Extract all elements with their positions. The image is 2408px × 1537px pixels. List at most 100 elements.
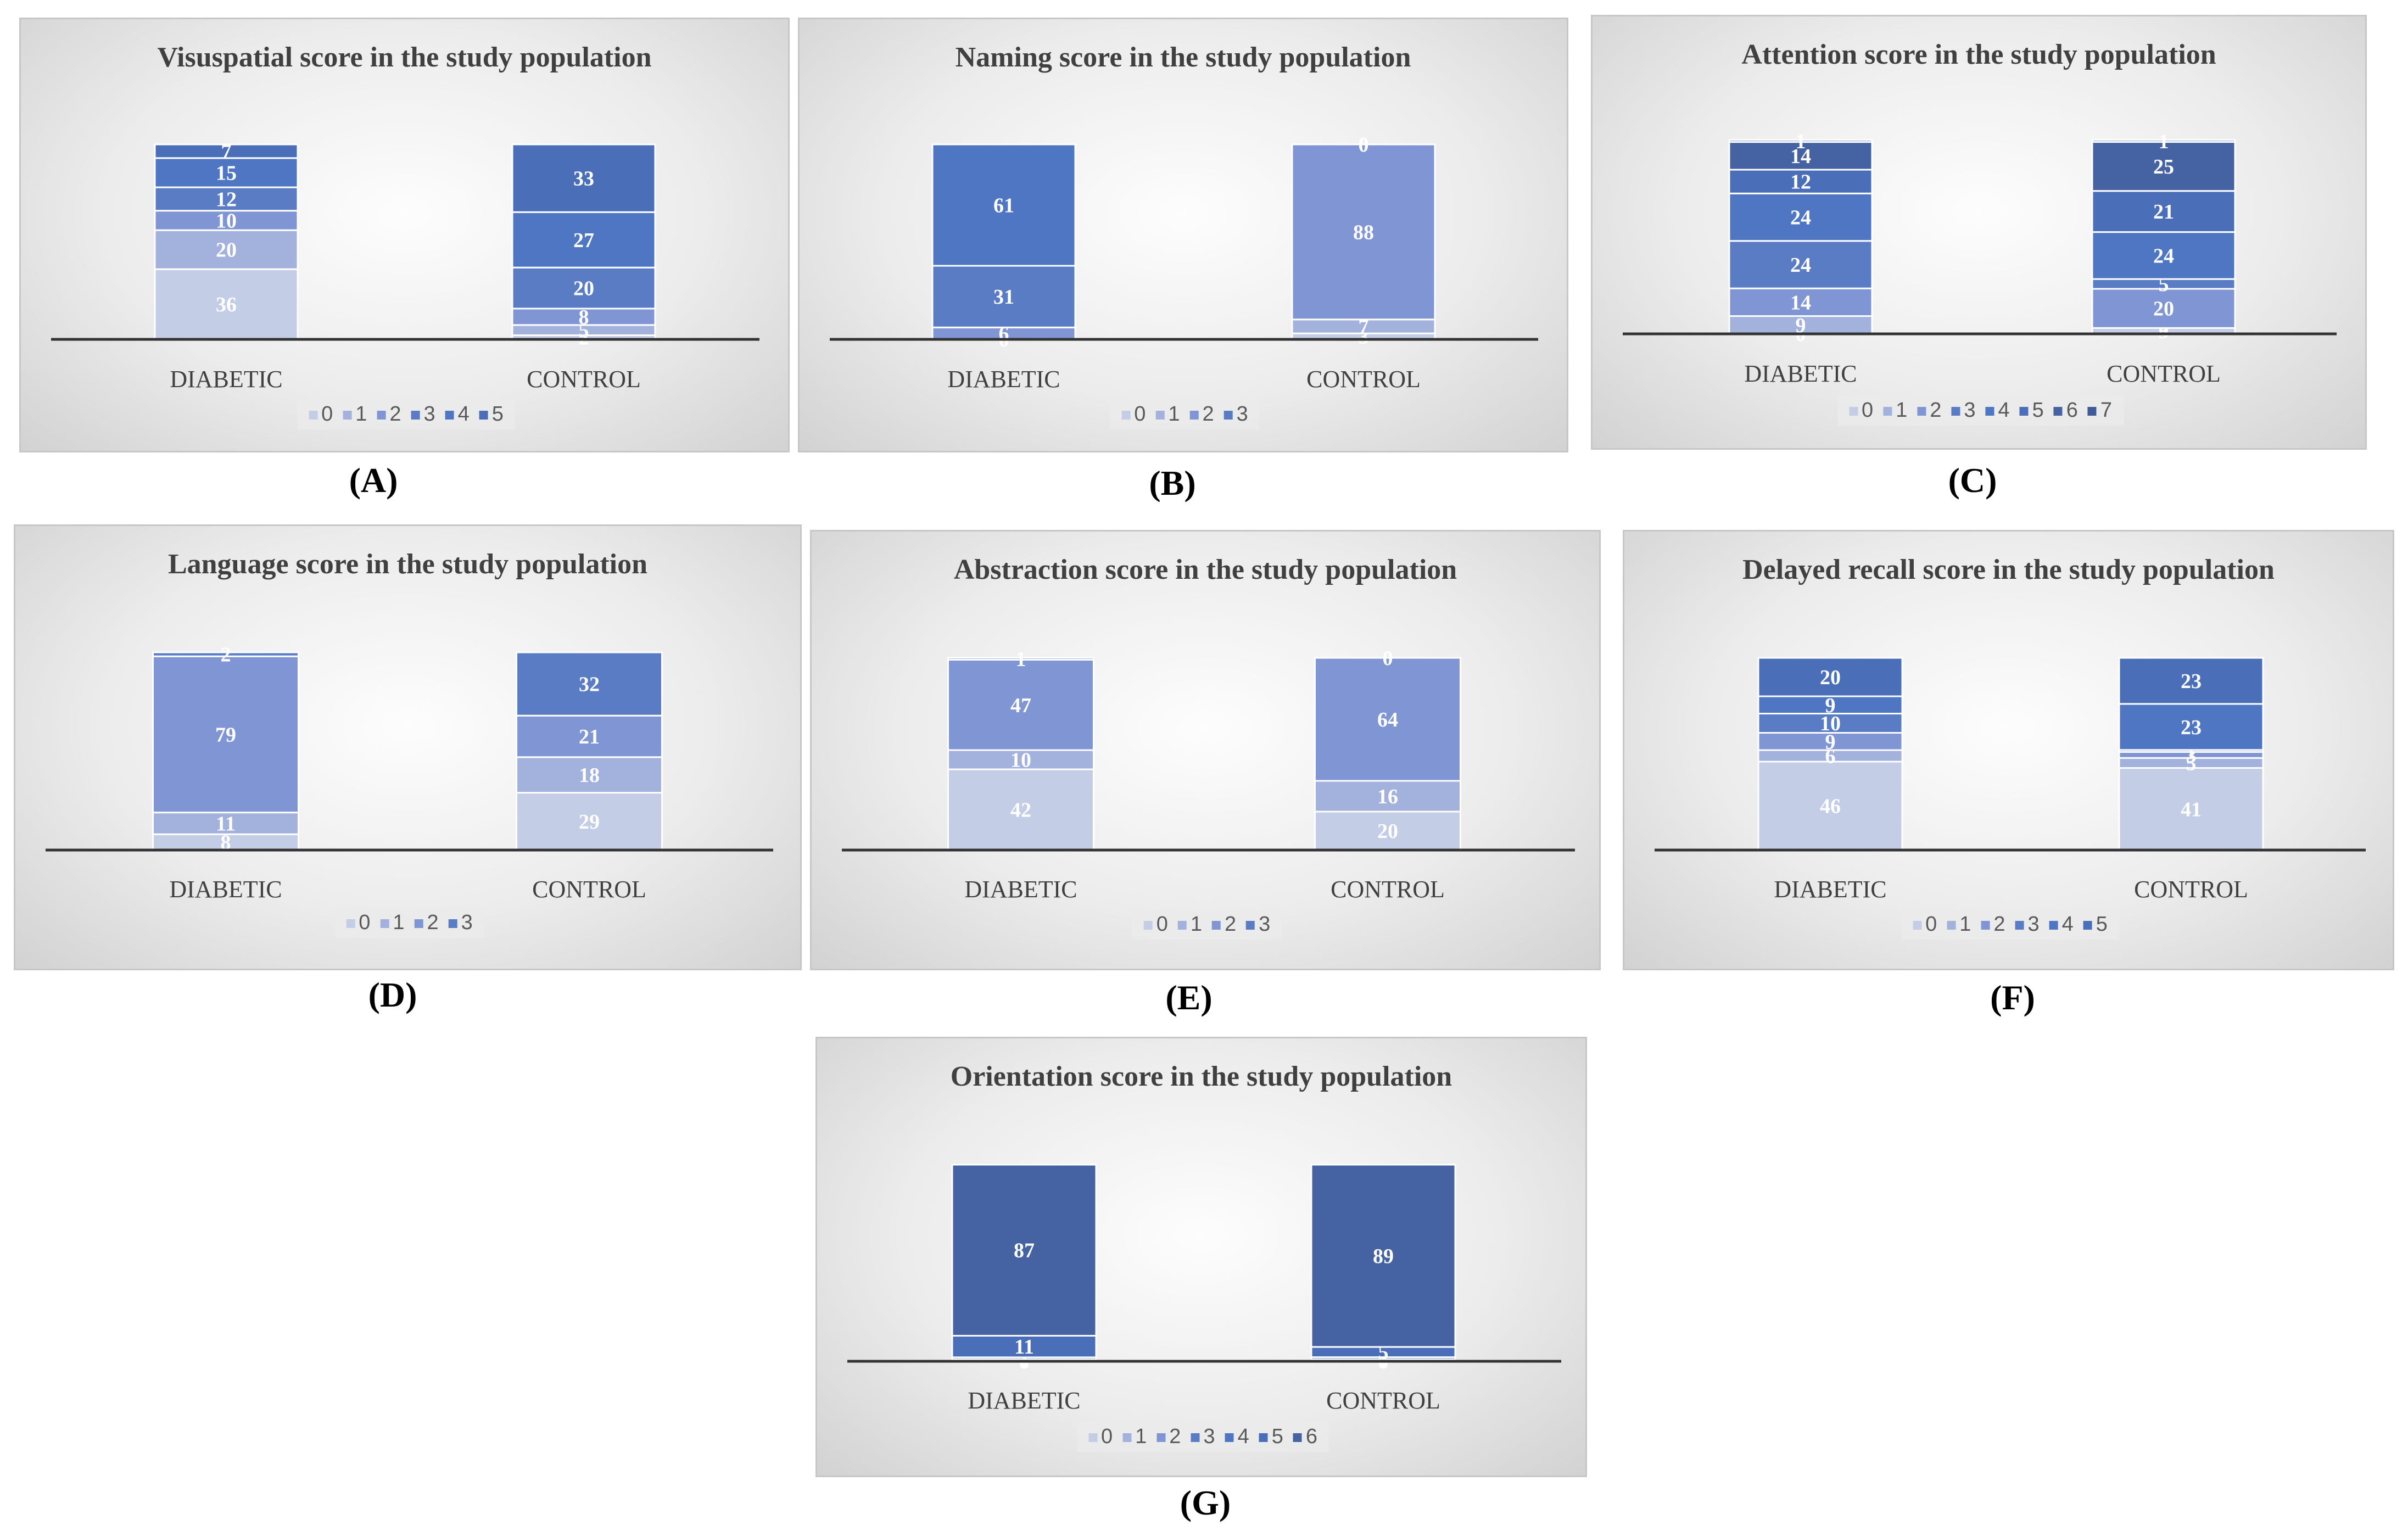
chart-panel-language: Language score in the study population 8… [14, 524, 802, 970]
data-label: 21 [579, 725, 600, 748]
data-label: 12 [216, 188, 237, 211]
data-label: 16 [1377, 785, 1398, 808]
legend-item: 1 [1947, 913, 1971, 936]
legend-label: 1 [393, 911, 405, 934]
legend-label: 3 [423, 403, 435, 426]
data-label: 0 [1359, 133, 1369, 157]
bar-segment [516, 651, 663, 717]
chart-plot: 42 10 47 1 20 16 64 0 [842, 647, 1575, 852]
data-label: 20 [1377, 820, 1398, 843]
legend-item: 5 [2019, 399, 2044, 422]
bar-segment [1314, 657, 1461, 782]
legend-label: 2 [1930, 399, 1942, 422]
legend-swatch [1981, 920, 1990, 930]
legend-item: 4 [1985, 399, 2010, 422]
legend-item: 1 [1177, 913, 1202, 936]
data-label: 9 [1825, 730, 1836, 753]
bar-segment [152, 812, 299, 835]
bar-segment [511, 143, 656, 213]
legend-label: 5 [2032, 399, 2044, 422]
legend-label: 0 [321, 403, 333, 426]
legend-item: 3 [448, 911, 473, 935]
bar-segment [152, 833, 299, 851]
bar-segment [1310, 1164, 1456, 1348]
chart-title: Abstraction score in the study populatio… [953, 554, 1457, 585]
legend-item: 3 [1191, 1425, 1215, 1449]
legend-label: 6 [2066, 399, 2078, 422]
data-label: 79 [215, 723, 236, 746]
data-label: 64 [1377, 708, 1398, 731]
legend-swatch [1156, 1433, 1166, 1442]
legend-item: 0 [1121, 403, 1146, 426]
panel-label-d: (D) [368, 975, 417, 1014]
legend-swatch [1122, 1433, 1132, 1442]
data-label: 24 [1790, 206, 1811, 229]
legend-label: 4 [1237, 1425, 1249, 1448]
legend-swatch [1155, 410, 1165, 420]
legend-label: 6 [1305, 1425, 1317, 1448]
bar-segment [516, 756, 663, 794]
legend-label: 3 [1964, 399, 1976, 422]
chart-title: Language score in the study population [167, 549, 648, 580]
data-label: 0 [1359, 133, 1369, 157]
legend-item: 4 [1225, 1425, 1249, 1449]
legend-swatch [414, 919, 423, 928]
bar-segment [154, 268, 299, 340]
data-label: 8 [221, 831, 231, 854]
legend-label: 5 [1271, 1425, 1283, 1448]
chart-title: Naming score in the study population [955, 42, 1411, 73]
bar-segment [2091, 190, 2236, 233]
bar-segment [154, 210, 299, 231]
data-label: 31 [993, 286, 1014, 309]
legend-item: 0 [1913, 913, 1937, 936]
data-label: 36 [216, 293, 237, 316]
legend-swatch [2087, 406, 2097, 416]
bar-segment [1757, 732, 1903, 751]
legend-item: 5 [479, 403, 504, 426]
legend-label: 2 [427, 911, 439, 934]
bar-segment [1728, 192, 1873, 242]
legend-label: 3 [1259, 913, 1271, 936]
data-label: 46 [1820, 795, 1841, 818]
data-label: 12 [1790, 171, 1811, 194]
data-label: 33 [573, 167, 594, 191]
legend-swatch [2049, 920, 2058, 930]
legend-item: 0 [1143, 913, 1168, 936]
chart-panel-delayed-recall: Delayed recall score in the study popula… [1623, 530, 2394, 970]
data-label: 32 [579, 673, 600, 696]
bar-segment [1291, 143, 1436, 321]
chart-plot: 0063161378800 [830, 133, 1538, 351]
data-label: 9 [1825, 694, 1836, 717]
legend-label: 2 [1202, 403, 1214, 426]
legend-label: 2 [1993, 913, 2005, 936]
legend-swatch [1177, 920, 1187, 930]
panel-label-c: (C) [1948, 461, 1997, 500]
category-label: DIABETIC [169, 876, 282, 903]
legend-swatch [1223, 410, 1233, 420]
legend-label: 0 [1861, 399, 1874, 422]
legend-swatch [448, 919, 457, 928]
legend-swatch [1883, 406, 1892, 416]
data-label: 42 [1010, 799, 1031, 822]
legend-item: 1 [1122, 1425, 1147, 1449]
legend-label: 5 [2096, 913, 2108, 936]
legend-swatch [1985, 406, 1994, 416]
category-label: DIABETIC [964, 876, 1077, 903]
chart-plot: 0914242412141302052421251 [1623, 130, 2337, 346]
legend-label: 4 [457, 403, 470, 426]
bar-segment [1757, 657, 1903, 697]
legend-swatch [479, 410, 488, 420]
legend-label: 2 [1225, 913, 1237, 936]
legend-item: 2 [1212, 913, 1236, 936]
data-label: 87 [1014, 1239, 1035, 1262]
data-label: 7 [1359, 315, 1369, 338]
bar-segment [154, 143, 299, 159]
category-label: CONTROL [2134, 876, 2248, 903]
data-label: 27 [573, 229, 594, 252]
legend-swatch [346, 919, 355, 928]
legend-item: 5 [2083, 913, 2108, 936]
data-label: 1 [2159, 130, 2169, 153]
data-label: 23 [2181, 670, 2202, 693]
